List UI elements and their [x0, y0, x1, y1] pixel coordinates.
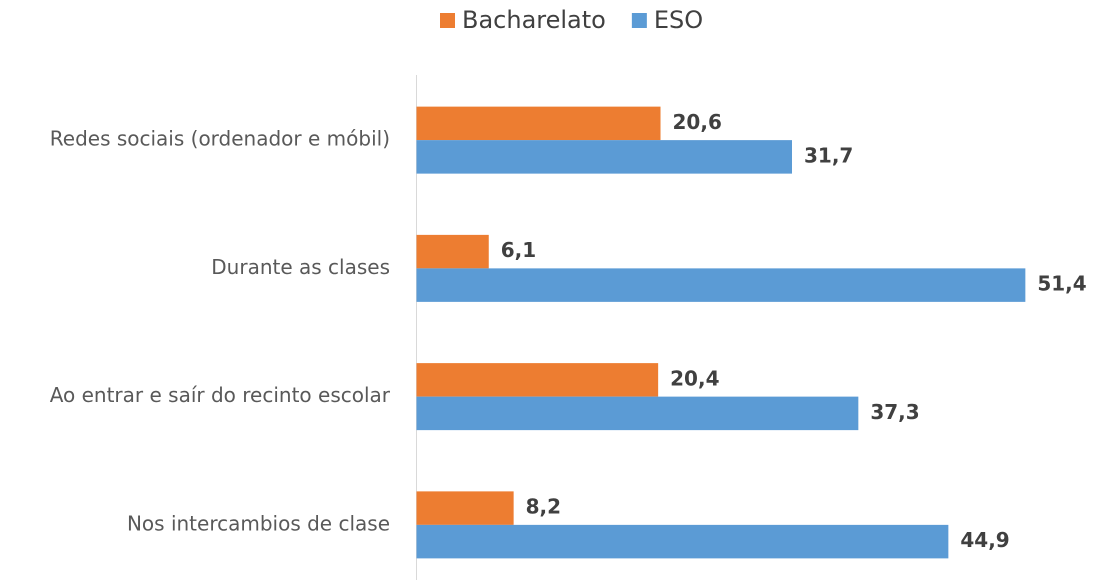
- y-tick-label: Nos intercambios de clase: [127, 511, 390, 535]
- legend-label: Bacharelato: [462, 6, 606, 34]
- legend-swatch: [440, 13, 455, 28]
- data-label: 31,7: [804, 143, 853, 167]
- data-label: 20,6: [673, 110, 722, 134]
- y-tick-label: Ao entrar e saír do recinto escolar: [50, 383, 391, 407]
- y-tick-label: Durante as clases: [211, 255, 390, 279]
- bar: [416, 106, 661, 141]
- data-label: 8,2: [526, 495, 561, 519]
- legend-swatch: [631, 13, 647, 28]
- data-label: 6,1: [501, 238, 536, 262]
- data-label: 51,4: [1037, 272, 1086, 296]
- data-label: 44,9: [960, 528, 1009, 552]
- bar: [416, 268, 1026, 302]
- bar: [416, 140, 793, 174]
- y-tick-label: Redes sociais (ordenador e móbil): [50, 127, 390, 151]
- bar: [416, 363, 659, 397]
- bar: [416, 234, 489, 269]
- bar: [416, 396, 859, 431]
- data-label: 20,4: [670, 366, 719, 390]
- bar: [416, 491, 514, 525]
- data-label: 37,3: [870, 400, 919, 424]
- legend-label: ESO: [654, 6, 703, 34]
- bar: [416, 524, 949, 559]
